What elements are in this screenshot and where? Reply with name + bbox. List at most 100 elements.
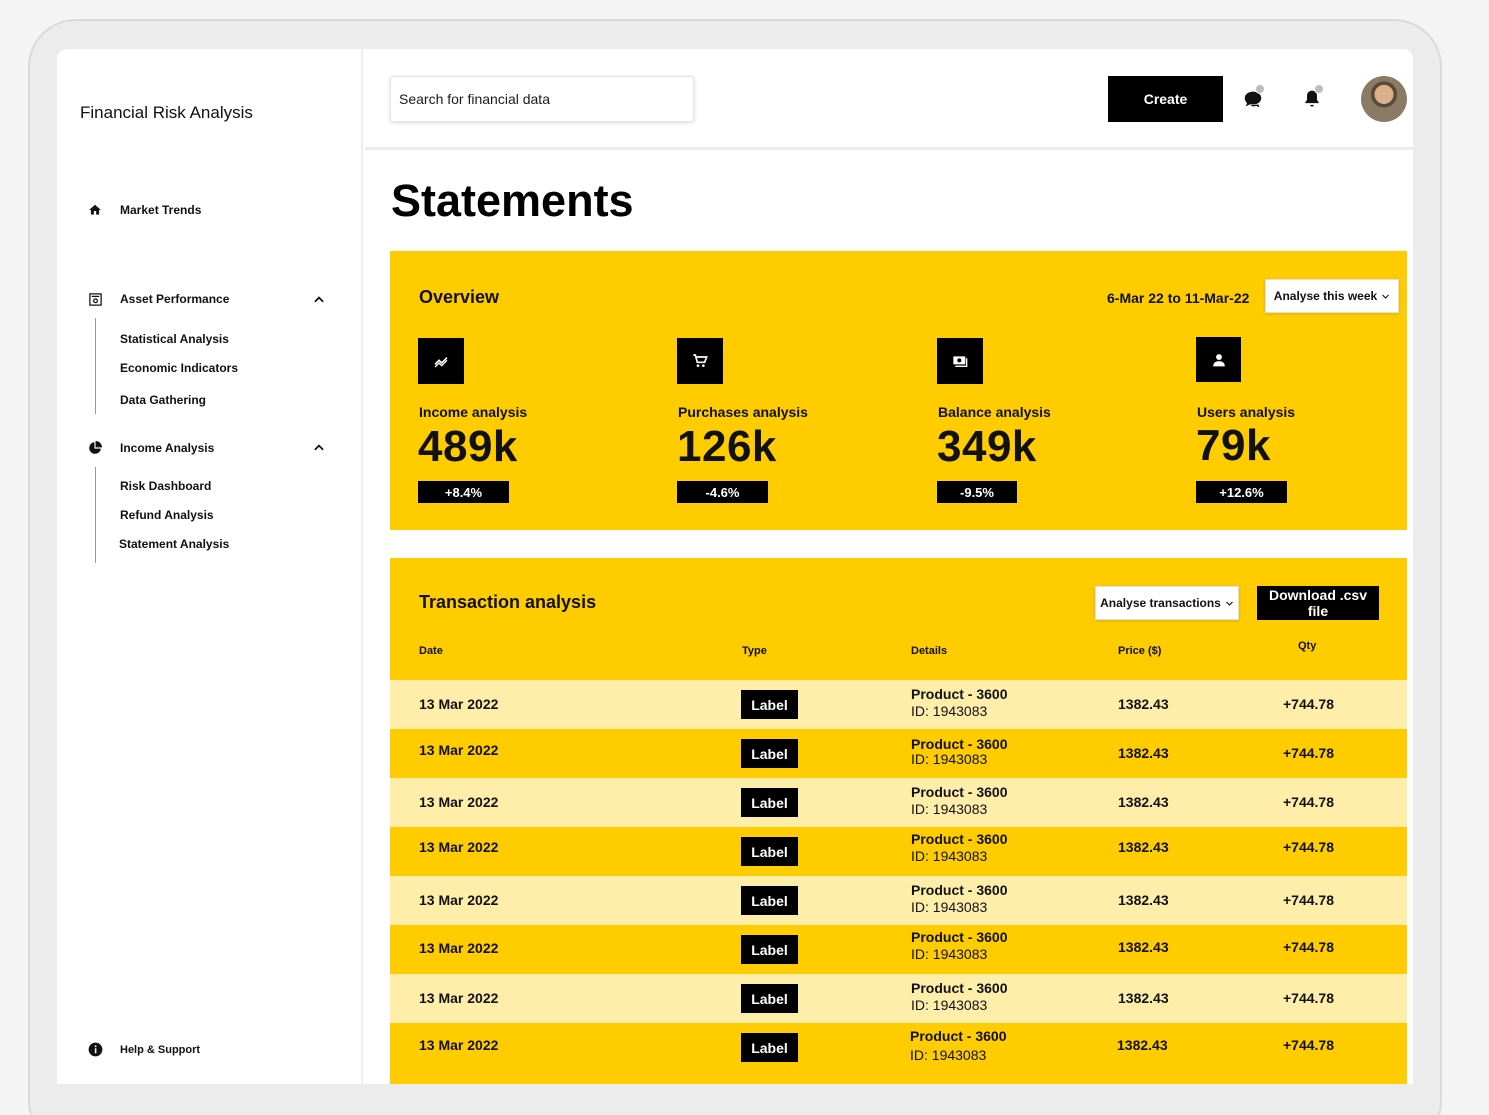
shield-doc-icon bbox=[87, 291, 103, 307]
table-row[interactable]: 13 Mar 2022 Label Product - 3600 ID: 1943… bbox=[390, 1023, 1407, 1072]
table-row[interactable]: 13 Mar 2022 Label Product - 3600 ID: 1943… bbox=[390, 876, 1407, 925]
sidebar-subitem-risk-dashboard[interactable]: Risk Dashboard bbox=[120, 479, 212, 493]
sidebar-item-label: Market Trends bbox=[120, 203, 202, 217]
stat-change-badge: +8.4% bbox=[418, 481, 509, 503]
row-date: 13 Mar 2022 bbox=[419, 990, 499, 1006]
transactions-filter-select[interactable]: Analyse transactions bbox=[1095, 586, 1239, 620]
search-box[interactable] bbox=[390, 76, 694, 122]
table-row[interactable]: 13 Mar 2022 Label Product - 3600 ID: 1943… bbox=[390, 778, 1407, 827]
table-row[interactable]: 13 Mar 2022 Label Product - 3600 ID: 1943… bbox=[390, 729, 1407, 778]
notification-dot bbox=[1314, 84, 1324, 94]
product-name: Product - 3600 bbox=[911, 831, 1008, 847]
transactions-title: Transaction analysis bbox=[419, 592, 597, 612]
row-date: 13 Mar 2022 bbox=[419, 940, 499, 956]
stat-change-badge: -9.5% bbox=[937, 481, 1017, 503]
period-select[interactable]: Analyse this week bbox=[1265, 279, 1399, 313]
top-bar: Create bbox=[365, 49, 1413, 150]
sidebar-subitem-statistical-analysis[interactable]: Statistical Analysis bbox=[120, 332, 229, 346]
sidebar-subitem-data-gathering[interactable]: Data Gathering bbox=[120, 393, 207, 407]
submenu-divider bbox=[95, 318, 96, 414]
stat-card-balance: Balance analysis 349k -9.5% bbox=[937, 338, 1157, 508]
column-header-type: Type bbox=[742, 645, 767, 657]
stat-label: Income analysis bbox=[419, 404, 528, 420]
product-name: Product - 3600 bbox=[911, 736, 1008, 752]
product-id: ID: 1943083 bbox=[910, 1047, 987, 1063]
row-qty: +744.78 bbox=[1283, 990, 1334, 1006]
type-badge: Label bbox=[741, 886, 798, 915]
pie-chart-icon bbox=[87, 440, 103, 456]
row-price: 1382.43 bbox=[1117, 1037, 1168, 1053]
row-date: 13 Mar 2022 bbox=[419, 892, 499, 908]
product-name: Product - 3600 bbox=[910, 1028, 1007, 1044]
product-id: ID: 1943083 bbox=[911, 899, 988, 915]
table-row[interactable]: 13 Mar 2022 Label Product - 3600 ID: 1943… bbox=[390, 974, 1407, 1023]
row-details: Product - 3600 ID: 1943083 bbox=[911, 831, 1007, 865]
row-price: 1382.43 bbox=[1118, 892, 1169, 908]
download-csv-button[interactable]: Download .csv file bbox=[1257, 586, 1379, 620]
transactions-panel: Transaction analysis Analyse transaction… bbox=[390, 558, 1407, 1084]
product-name: Product - 3600 bbox=[911, 882, 1008, 898]
row-price: 1382.43 bbox=[1118, 696, 1169, 712]
row-qty: +744.78 bbox=[1283, 1037, 1334, 1053]
bell-icon[interactable] bbox=[1302, 84, 1326, 112]
transactions-filter-label: Analyse transactions bbox=[1100, 596, 1221, 610]
row-date: 13 Mar 2022 bbox=[419, 839, 499, 855]
product-id: ID: 1943083 bbox=[911, 946, 988, 962]
product-name: Product - 3600 bbox=[911, 980, 1008, 996]
search-input[interactable] bbox=[399, 91, 693, 107]
row-qty: +744.78 bbox=[1283, 745, 1334, 761]
sidebar-item-label: Asset Performance bbox=[120, 292, 230, 306]
stat-label: Users analysis bbox=[1197, 404, 1296, 420]
page-title: Statements bbox=[391, 175, 634, 226]
sidebar-item-asset-performance[interactable]: Asset Performance bbox=[87, 291, 229, 307]
column-header-details: Details bbox=[911, 645, 948, 657]
stat-label: Balance analysis bbox=[938, 404, 1051, 420]
chevron-up-icon[interactable] bbox=[311, 440, 327, 456]
sidebar-item-income-analysis[interactable]: Income Analysis bbox=[87, 440, 214, 456]
sidebar-subitem-refund-analysis[interactable]: Refund Analysis bbox=[120, 508, 214, 522]
type-badge: Label bbox=[741, 788, 798, 817]
create-button[interactable]: Create bbox=[1108, 76, 1223, 122]
table-row[interactable]: 13 Mar 2022 Label Product - 3600 ID: 1943… bbox=[390, 680, 1407, 729]
home-icon bbox=[87, 202, 103, 218]
row-date: 13 Mar 2022 bbox=[419, 742, 499, 758]
row-price: 1382.43 bbox=[1118, 939, 1169, 955]
sidebar-item-help-support[interactable]: Help & Support bbox=[88, 1042, 200, 1058]
avatar[interactable] bbox=[1361, 76, 1407, 122]
product-id: ID: 1943083 bbox=[911, 848, 988, 864]
date-range: 6-Mar 22 to 11-Mar-22 bbox=[1107, 290, 1250, 306]
type-badge: Label bbox=[741, 739, 798, 768]
type-badge: Label bbox=[741, 935, 798, 964]
product-name: Product - 3600 bbox=[911, 929, 1008, 945]
chevron-up-icon[interactable] bbox=[311, 292, 327, 308]
trend-icon bbox=[418, 338, 464, 384]
stat-value: 489k bbox=[418, 422, 518, 471]
chevron-down-icon bbox=[1225, 599, 1234, 608]
stat-value: 79k bbox=[1196, 421, 1271, 470]
row-date: 13 Mar 2022 bbox=[419, 1037, 499, 1053]
product-id: ID: 1943083 bbox=[911, 751, 988, 767]
column-header-qty: Qty bbox=[1298, 640, 1317, 652]
row-price: 1382.43 bbox=[1118, 839, 1169, 855]
product-name: Product - 3600 bbox=[911, 784, 1008, 800]
type-badge: Label bbox=[741, 837, 798, 866]
row-details: Product - 3600 ID: 1943083 bbox=[911, 737, 1007, 767]
table-row[interactable]: 13 Mar 2022 Label Product - 3600 ID: 1943… bbox=[390, 827, 1407, 876]
stat-change-badge: -4.6% bbox=[677, 481, 768, 503]
sidebar-subitem-economic-indicators[interactable]: Economic Indicators bbox=[120, 361, 239, 375]
chat-icon[interactable] bbox=[1242, 84, 1266, 112]
table-row[interactable]: 13 Mar 2022 Label Product - 3600 ID: 1943… bbox=[390, 925, 1407, 974]
sidebar-subitem-statement-analysis[interactable]: Statement Analysis bbox=[119, 537, 230, 551]
row-price: 1382.43 bbox=[1118, 745, 1169, 761]
stat-change-badge: +12.6% bbox=[1196, 481, 1287, 503]
column-header-price: Price ($) bbox=[1118, 645, 1162, 657]
stat-value: 126k bbox=[677, 422, 777, 471]
sidebar-item-market-trends[interactable]: Market Trends bbox=[87, 202, 201, 218]
user-icon bbox=[1196, 337, 1241, 382]
type-badge: Label bbox=[741, 984, 798, 1013]
cart-icon bbox=[677, 338, 723, 384]
app-screen: Financial Risk Analysis Market Trends As… bbox=[57, 49, 1413, 1084]
product-name: Product - 3600 bbox=[911, 686, 1008, 702]
row-qty: +744.78 bbox=[1283, 839, 1334, 855]
column-header-date: Date bbox=[419, 645, 443, 657]
